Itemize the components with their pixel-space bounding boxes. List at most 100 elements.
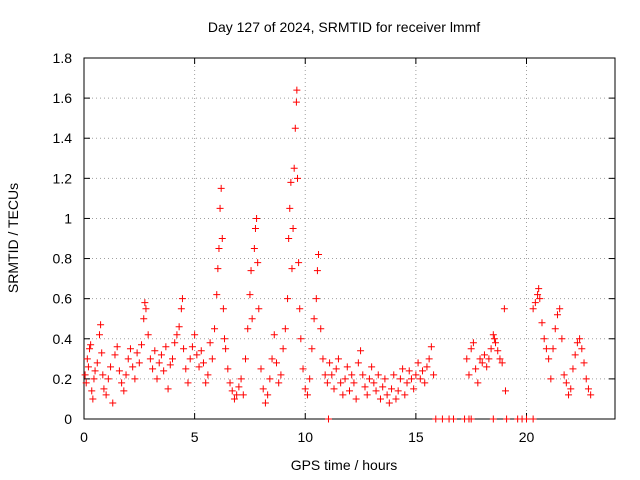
data-point xyxy=(403,379,411,387)
axis-ticks: 0 0.2 0.4 0.6 0.8 1 1.2 1.4 1.6 1.8 0 5 10 15 20 xyxy=(53,50,615,445)
data-point xyxy=(578,345,586,353)
data-point xyxy=(268,355,276,363)
data-point xyxy=(584,385,592,393)
data-point xyxy=(279,345,287,353)
data-point xyxy=(405,367,413,375)
data-point xyxy=(425,355,433,363)
data-point xyxy=(204,371,212,379)
data-point xyxy=(151,347,159,355)
data-point xyxy=(438,415,446,423)
data-point xyxy=(392,395,400,403)
data-point xyxy=(337,379,345,387)
data-point xyxy=(250,245,258,253)
data-point xyxy=(102,391,110,399)
data-point xyxy=(332,365,340,373)
data-point xyxy=(399,365,407,373)
data-point xyxy=(131,375,139,383)
data-point xyxy=(219,305,227,313)
data-point xyxy=(237,375,245,383)
data-point xyxy=(242,355,250,363)
data-point xyxy=(186,355,194,363)
data-point xyxy=(160,367,168,375)
data-point xyxy=(295,259,303,267)
data-point xyxy=(289,224,297,232)
data-point xyxy=(551,325,559,333)
plot-frame xyxy=(83,57,616,420)
data-point xyxy=(538,319,546,327)
data-point xyxy=(220,335,228,343)
data-point xyxy=(177,305,185,313)
data-point xyxy=(341,375,349,383)
data-point xyxy=(496,355,504,363)
data-point xyxy=(503,415,511,423)
data-point xyxy=(124,355,132,363)
data-point xyxy=(140,315,148,323)
data-point xyxy=(326,359,334,367)
data-point xyxy=(501,387,509,395)
data-point xyxy=(567,385,575,393)
y-tick-label: 1 xyxy=(64,210,72,226)
y-tick-label: 1.4 xyxy=(53,130,73,146)
data-point xyxy=(129,363,137,371)
data-point xyxy=(89,395,97,403)
data-point xyxy=(272,359,280,367)
data-point xyxy=(339,391,347,399)
data-point xyxy=(217,184,225,192)
data-point xyxy=(104,375,112,383)
data-point xyxy=(401,391,409,399)
data-point xyxy=(141,299,149,307)
data-point xyxy=(257,365,265,373)
data-point xyxy=(372,387,380,395)
data-point xyxy=(98,349,106,357)
data-point xyxy=(211,325,219,333)
data-point xyxy=(348,371,356,379)
data-point xyxy=(122,371,130,379)
data-point xyxy=(87,341,95,349)
data-point xyxy=(199,359,207,367)
data-point xyxy=(291,124,299,132)
data-point xyxy=(414,359,422,367)
data-point xyxy=(553,311,561,319)
data-point xyxy=(290,164,298,172)
data-point xyxy=(569,365,577,373)
data-point xyxy=(489,331,497,339)
data-point xyxy=(153,375,161,383)
data-point xyxy=(264,391,272,399)
data-point xyxy=(381,375,389,383)
data-point xyxy=(206,339,214,347)
data-point xyxy=(111,351,119,359)
chart-title: Day 127 of 2024, SRMTID for receiver lmm… xyxy=(208,19,480,35)
data-point xyxy=(357,347,365,355)
data-point xyxy=(529,305,537,313)
x-axis-label: GPS time / hours xyxy=(291,457,398,473)
data-point xyxy=(427,343,435,351)
data-point xyxy=(361,383,369,391)
data-point xyxy=(421,379,429,387)
data-point xyxy=(162,343,170,351)
data-point xyxy=(308,345,316,353)
data-point xyxy=(303,391,311,399)
data-point xyxy=(523,415,530,423)
data-point xyxy=(191,331,199,339)
data-point xyxy=(84,363,92,371)
data-point xyxy=(166,361,174,369)
data-point xyxy=(500,305,508,313)
data-point xyxy=(109,399,117,407)
data-point xyxy=(388,385,396,393)
data-point xyxy=(359,371,367,379)
data-point xyxy=(216,204,224,212)
data-point xyxy=(379,383,387,391)
data-point xyxy=(560,371,568,379)
data-point xyxy=(286,204,294,212)
data-point xyxy=(549,345,557,353)
data-point xyxy=(266,375,274,383)
data-point xyxy=(412,371,420,379)
data-point xyxy=(430,371,438,379)
data-point xyxy=(352,395,360,403)
data-point xyxy=(83,355,91,363)
data-point xyxy=(432,415,440,423)
data-point xyxy=(483,363,491,371)
y-tick-label: 1.2 xyxy=(53,170,73,186)
data-point xyxy=(365,375,373,383)
